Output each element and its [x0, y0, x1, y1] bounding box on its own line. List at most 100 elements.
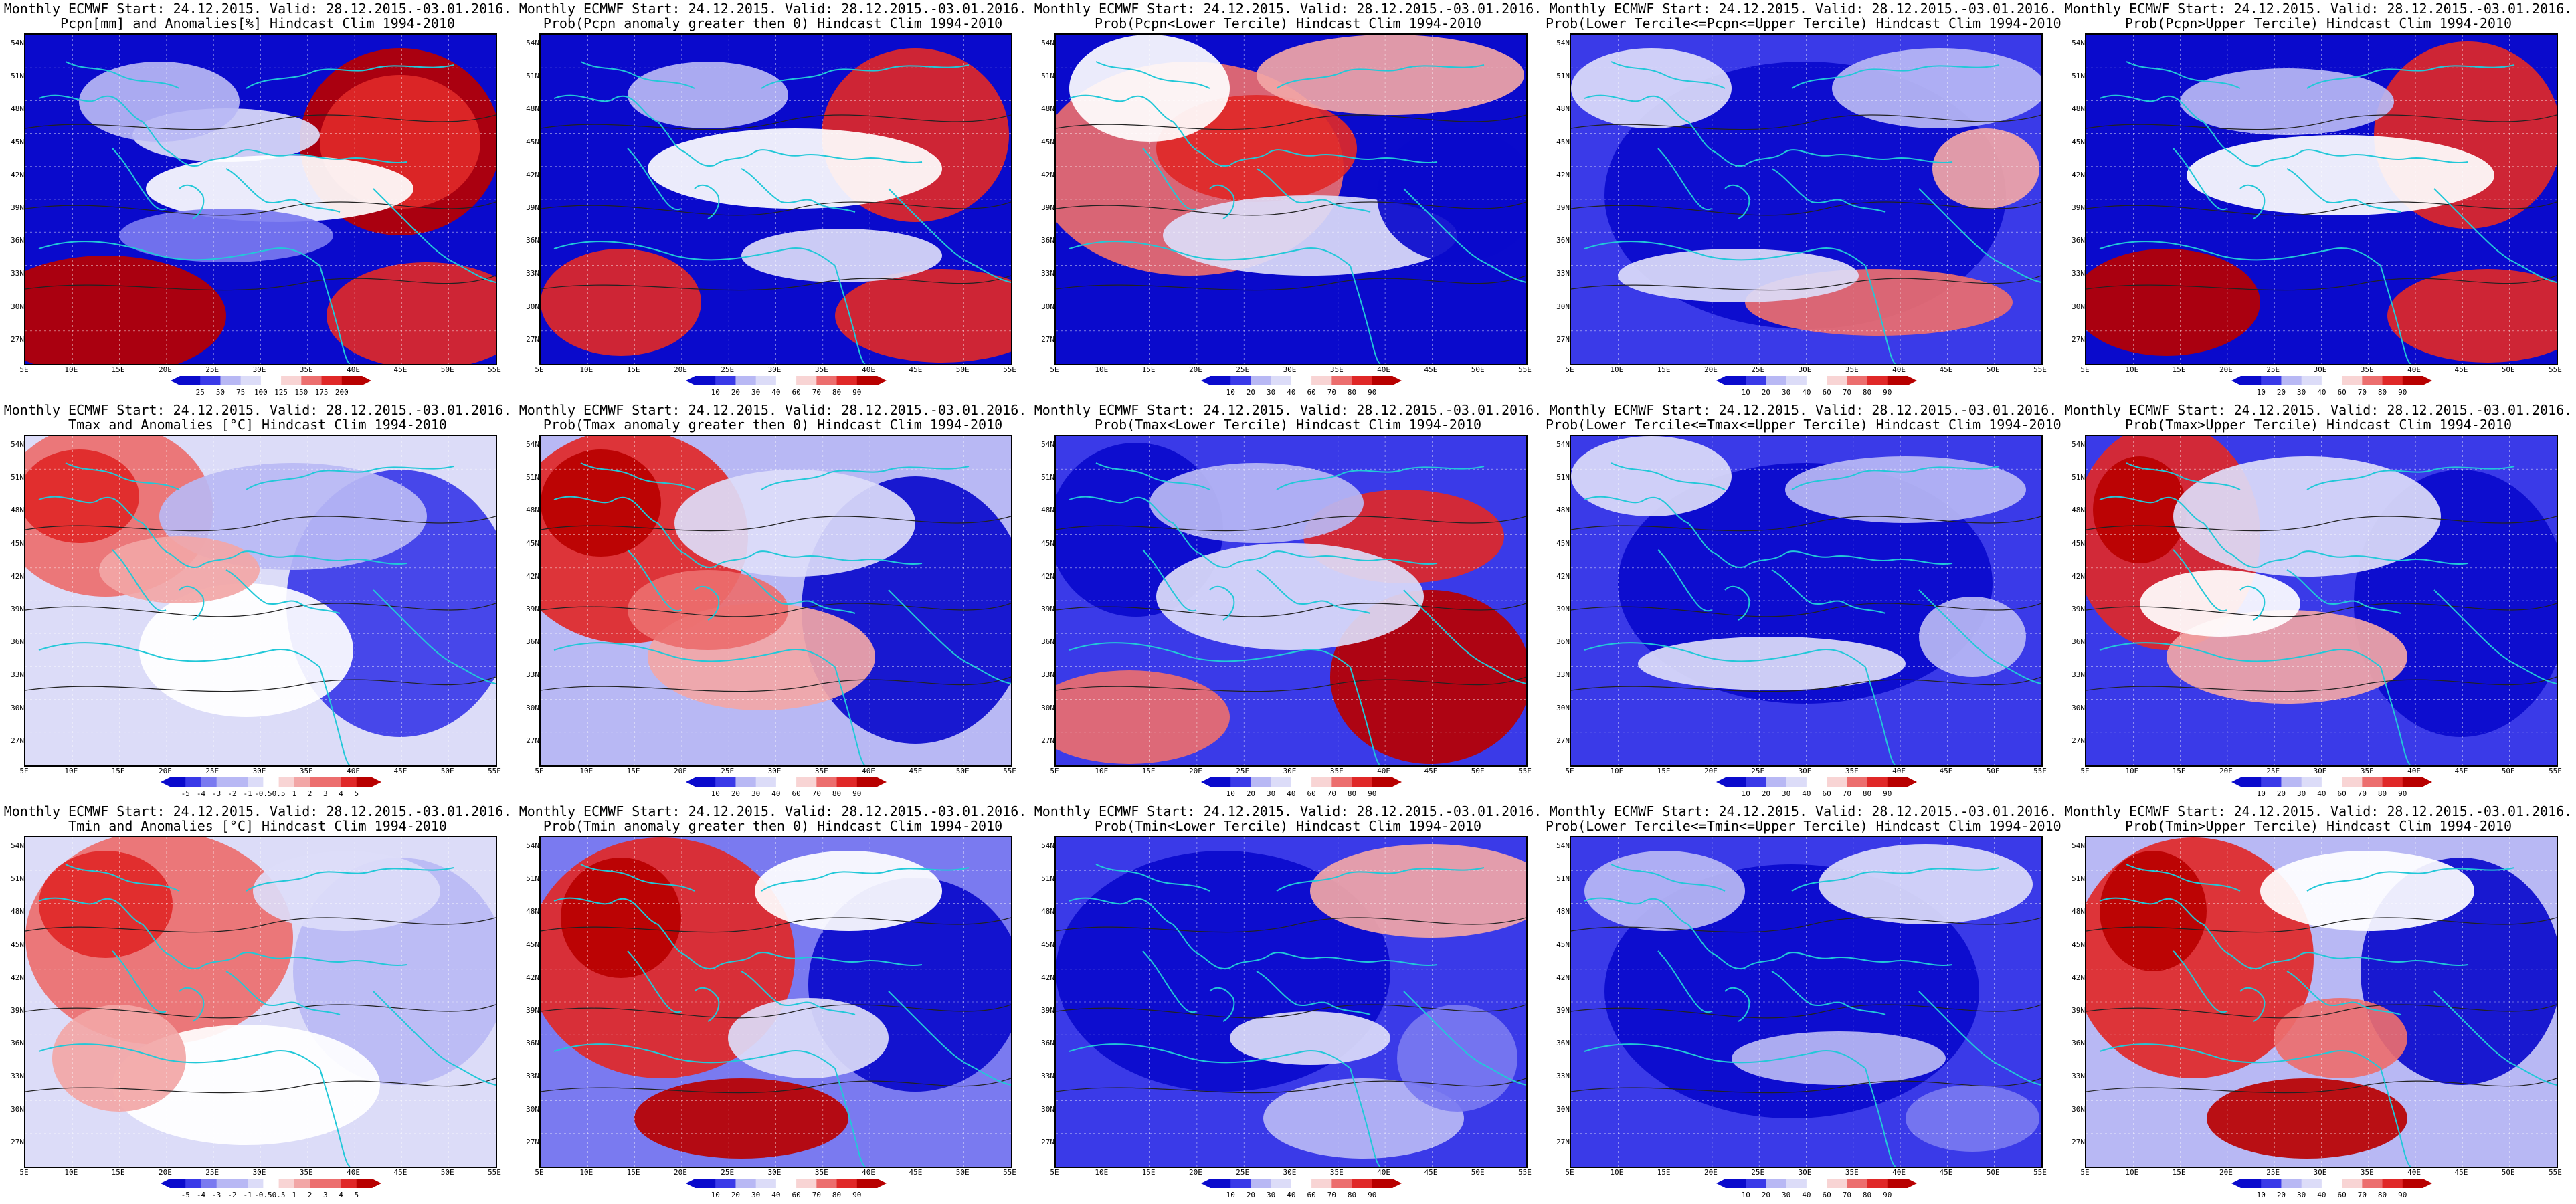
colorbar-segment — [1887, 777, 1908, 787]
longitude-label: 30E — [2313, 767, 2327, 775]
panel-title-line1: Monthly ECMWF Start: 24.12.2015. Valid: … — [1034, 1, 1542, 17]
longitude-label: 30E — [1798, 365, 1812, 374]
colorbar-segment — [1372, 1179, 1393, 1188]
longitude-label: 40E — [347, 365, 361, 374]
longitude-label: 50E — [1986, 1168, 2000, 1177]
latitude-label: 42N — [1556, 973, 1570, 982]
coastline — [580, 61, 695, 89]
contour-line — [541, 114, 1011, 130]
colorbar-tick-label: 10 — [711, 388, 720, 397]
panel-title-line1: Monthly ECMWF Start: 24.12.2015. Valid: … — [1034, 803, 1542, 819]
field-region-red — [2387, 269, 2557, 363]
coastline — [761, 64, 970, 89]
colorbar-segment — [735, 376, 757, 385]
colorbar-tick-label: 70 — [2357, 1191, 2367, 1199]
field-region-light-blue — [628, 62, 788, 128]
colorbar-min-arrow — [1201, 376, 1210, 385]
longitude-label: 15E — [2172, 767, 2186, 775]
coastline — [741, 971, 856, 1015]
colorbar-segment — [1887, 1179, 1908, 1188]
contour-line — [541, 1004, 1011, 1019]
panel-title-line1: Monthly ECMWF Start: 24.12.2015. Valid: … — [519, 402, 1027, 418]
coastline — [1657, 549, 1712, 612]
coastline — [2099, 241, 2381, 266]
latitude-label: 42N — [1041, 170, 1054, 179]
longitude-label: 10E — [2125, 767, 2139, 775]
forecast-map — [1570, 435, 2043, 767]
field-region-mid-blue — [1397, 1005, 1517, 1112]
colorbar-segment — [1867, 1179, 1888, 1188]
coastline — [888, 589, 1011, 684]
longitude-label: 25E — [721, 767, 735, 775]
colorbar — [686, 376, 887, 385]
latitude-label: 27N — [11, 334, 24, 344]
map-panel-tmax-pos: Monthly ECMWF Start: 24.12.2015. Valid: … — [515, 401, 1030, 803]
colorbar-min-arrow — [1201, 777, 1210, 787]
field-region-pale-blue — [741, 229, 942, 282]
panel-title-line1: Monthly ECMWF Start: 24.12.2015. Valid: … — [3, 803, 512, 819]
field-region-pale-blue — [2173, 456, 2441, 577]
contour-line — [1571, 1004, 2041, 1019]
colorbar-segment — [310, 1179, 326, 1188]
colorbar-max-arrow — [1392, 376, 1402, 385]
colorbar-segment — [2301, 777, 2322, 787]
latitude-label: 45N — [1556, 538, 1570, 548]
longitude-label: 55E — [2033, 767, 2047, 775]
latitude-label: 45N — [1041, 538, 1054, 548]
colorbar-tick-label: -5 — [181, 789, 190, 798]
map-panel-tmin-pos: Monthly ECMWF Start: 24.12.2015. Valid: … — [515, 803, 1030, 1204]
colorbar-segment — [1251, 1179, 1272, 1188]
colorbar-tick-label: 20 — [1246, 1191, 1256, 1199]
longitude-label: 35E — [299, 1168, 313, 1177]
longitude-label: 50E — [440, 1168, 454, 1177]
colorbar-segment — [1230, 376, 1251, 385]
coastline — [1657, 950, 1712, 1013]
colorbar-segment — [2281, 1179, 2302, 1188]
coastline — [1584, 897, 1746, 969]
latitude-label: 48N — [1556, 506, 1570, 515]
coastline — [553, 241, 836, 266]
colorbar — [2231, 777, 2432, 787]
colorbar-tick-label: 20 — [1761, 1191, 1771, 1199]
colorbar-segment — [1311, 376, 1332, 385]
colorbar-segment — [1291, 1179, 1312, 1188]
colorbar-segment — [180, 376, 201, 385]
latitude-label: 33N — [1556, 670, 1570, 680]
coastline — [179, 585, 205, 621]
coastline — [319, 666, 351, 765]
latitude-label: 36N — [11, 1039, 24, 1048]
contour-line — [541, 516, 1011, 532]
coastline — [1256, 569, 1371, 614]
coastline — [1350, 666, 1381, 765]
longitude-label: 45E — [1424, 1168, 1438, 1177]
longitude-label: 15E — [626, 365, 640, 374]
colorbar-segment — [341, 376, 363, 385]
longitude-label: 5E — [1565, 1168, 1574, 1177]
longitude-label: 40E — [1377, 365, 1391, 374]
coastline — [1403, 991, 1526, 1086]
colorbar-segment — [775, 1179, 797, 1188]
coastline — [553, 496, 715, 568]
colorbar-tick-label: -0.5 — [254, 1191, 272, 1199]
coastline — [1771, 569, 1886, 614]
colorbar-tick-label: 20 — [1761, 388, 1771, 397]
colorbar-tick-label: -4 — [196, 789, 206, 798]
coastline — [319, 265, 351, 364]
colorbar-segment — [1271, 777, 1292, 787]
colorbar-max-arrow — [877, 1179, 887, 1188]
colorbar — [161, 777, 381, 787]
latitude-label: 39N — [1556, 1006, 1570, 1015]
colorbar-segment — [1210, 777, 1231, 787]
longitude-label: 15E — [111, 365, 125, 374]
map-field-svg — [541, 436, 1011, 765]
panel-title-line1: Monthly ECMWF Start: 24.12.2015. Valid: … — [1549, 803, 2057, 819]
coastline — [2306, 867, 2515, 892]
coastline — [580, 462, 695, 490]
colorbar-segment — [2362, 1179, 2383, 1188]
longitude-label: 5E — [19, 1168, 29, 1177]
field-region-red — [327, 262, 496, 364]
latitude-label: 51N — [1556, 874, 1570, 884]
contour-line — [1571, 603, 2041, 617]
longitude-label: 35E — [1329, 767, 1344, 775]
colorbar-segment — [1766, 1179, 1787, 1188]
